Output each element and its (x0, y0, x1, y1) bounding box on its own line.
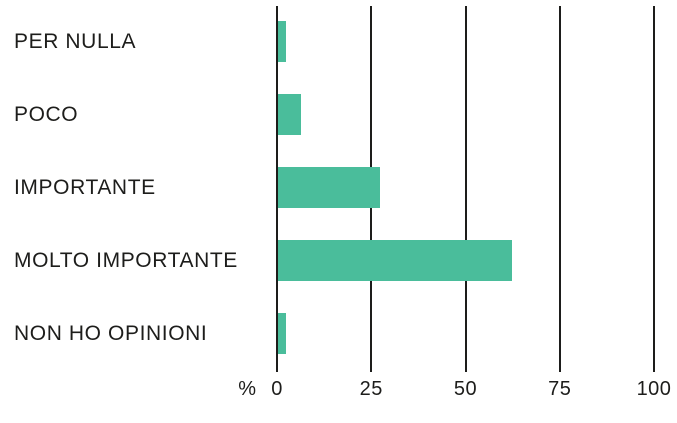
x-tick-label: 0 (271, 378, 283, 400)
x-tick-label: 100 (636, 378, 672, 400)
x-tick-label: 75 (548, 378, 572, 400)
gridline-100 (653, 6, 655, 372)
bar-poco (278, 94, 301, 135)
category-label: MOLTO IMPORTANTE (14, 249, 238, 272)
gridline-75 (558, 6, 561, 372)
x-axis-unit-label: % (238, 378, 256, 400)
category-label: IMPORTANTE (14, 176, 156, 199)
x-tick-label: 50 (453, 378, 478, 400)
category-label: POCO (14, 103, 79, 126)
gridline-0 (276, 6, 278, 372)
bar-per-nulla (278, 21, 286, 62)
bar-importante (278, 167, 380, 208)
category-label: NON HO OPINIONI (14, 322, 208, 345)
bar-molto-importante (278, 240, 512, 281)
category-label: PER NULLA (14, 30, 137, 53)
x-tick-label: 25 (359, 378, 383, 400)
gridline-50 (464, 6, 467, 372)
bar-non-ho-opinioni (278, 313, 286, 354)
